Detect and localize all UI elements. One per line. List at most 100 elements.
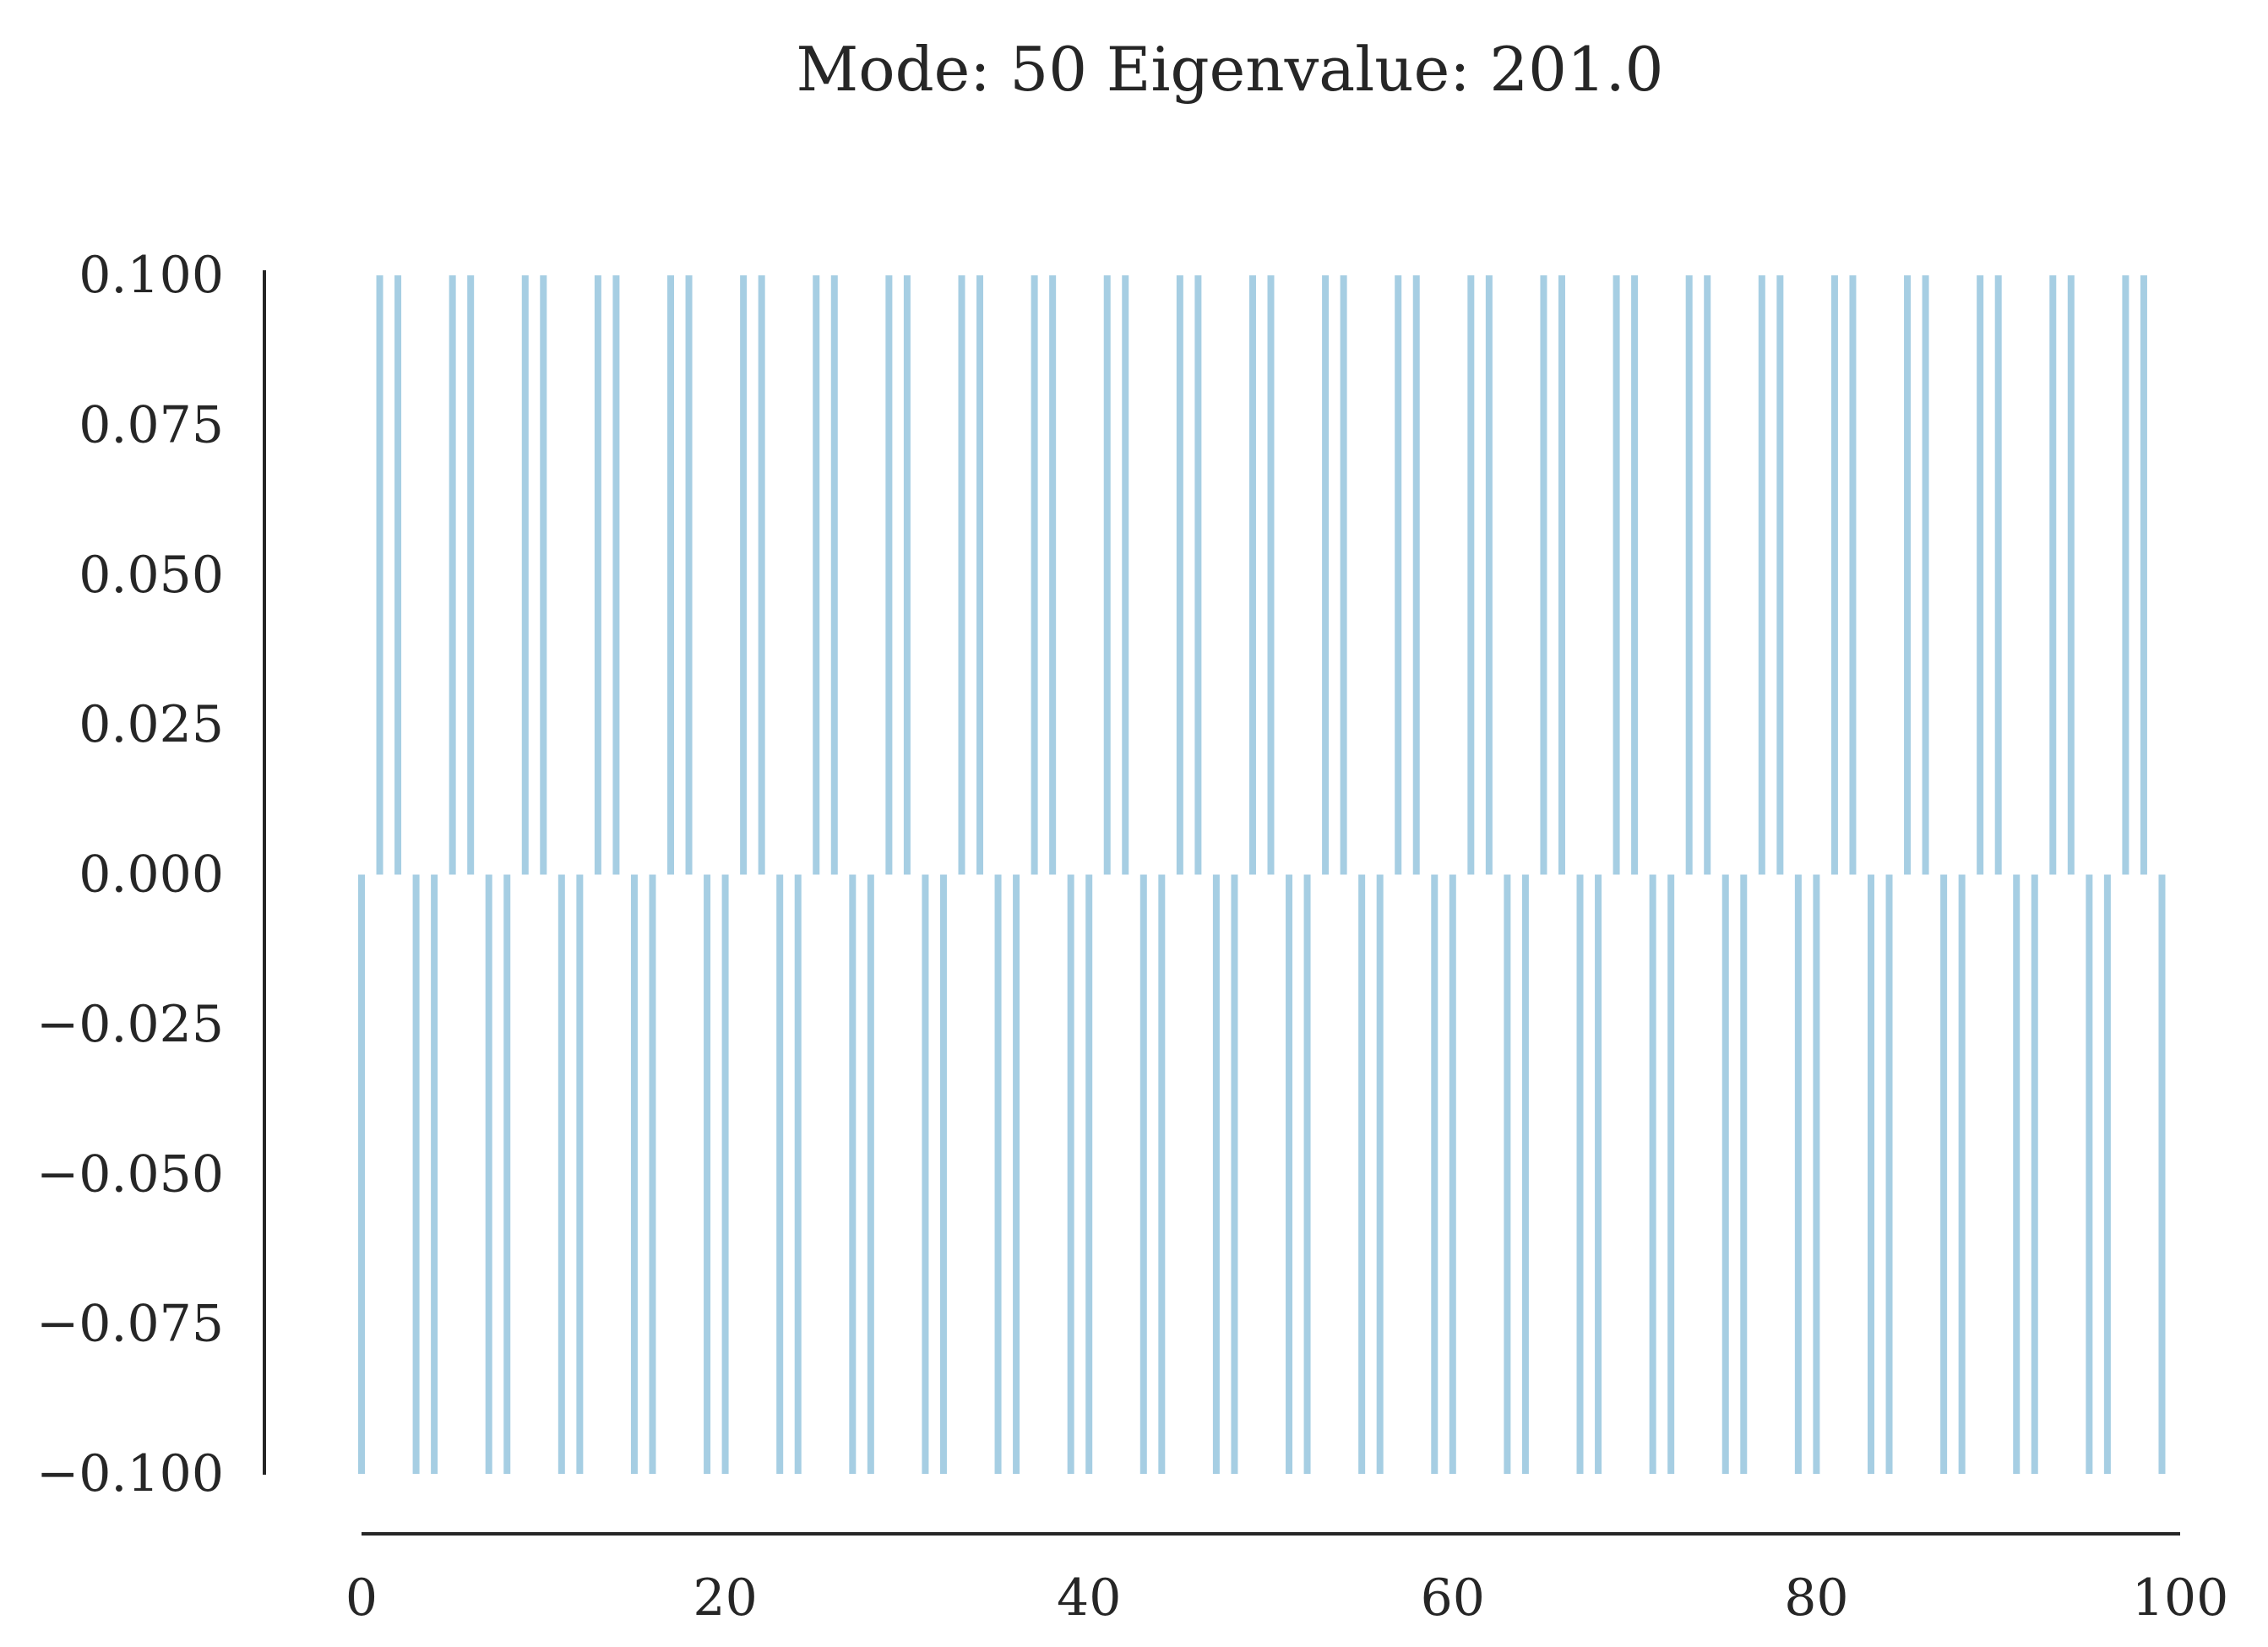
bar (1267, 275, 1275, 875)
bar (540, 275, 547, 875)
x-tick-labels: 0 20 40 60 80 100 (345, 1568, 2228, 1628)
bar (794, 874, 802, 1474)
bar (1704, 275, 1711, 875)
bar (1412, 275, 1420, 875)
bar (1340, 275, 1347, 875)
bar (431, 874, 438, 1474)
bar (1994, 275, 2002, 875)
bar (1504, 874, 1511, 1474)
bar (1449, 874, 1456, 1474)
bar (1940, 874, 1948, 1474)
bar (1431, 874, 1439, 1474)
bar (994, 874, 1002, 1474)
bar (1758, 275, 1765, 875)
bar (758, 275, 765, 875)
bar (449, 275, 456, 875)
bar (1122, 275, 1129, 875)
bar (1286, 874, 1293, 1474)
bar (903, 275, 911, 875)
y-tick-label: 0.050 (79, 546, 224, 605)
bar (1194, 275, 1202, 875)
bar (2013, 874, 2021, 1474)
bar (1467, 275, 1475, 875)
bar (485, 874, 492, 1474)
y-tick-labels: 0.100 0.075 0.050 0.025 0.000 −0.025 −0.050 −0.… (36, 246, 224, 1503)
bar (394, 275, 402, 875)
bar (412, 874, 420, 1474)
bar (1649, 874, 1656, 1474)
bar (594, 275, 601, 875)
bar (976, 275, 984, 875)
x-tick-label: 40 (1057, 1568, 1121, 1628)
y-tick-label: 0.000 (79, 845, 224, 905)
y-tick-label: −0.025 (36, 995, 224, 1054)
bar (721, 874, 729, 1474)
bar (1740, 874, 1748, 1474)
bar (1721, 874, 1729, 1474)
bar (1103, 275, 1111, 875)
bar (958, 275, 965, 875)
bar (704, 874, 711, 1474)
bar (813, 275, 820, 875)
bar (1540, 275, 1547, 875)
bar (557, 874, 565, 1474)
bar (1212, 874, 1220, 1474)
bar (376, 275, 383, 875)
bar (2103, 874, 2111, 1474)
y-tick-label: −0.050 (36, 1144, 224, 1204)
bar (2067, 275, 2075, 875)
bar (1849, 275, 1857, 875)
bar (1521, 874, 1529, 1474)
bar (1395, 275, 1402, 875)
bar (776, 874, 784, 1474)
bar (740, 275, 748, 875)
bar (1867, 874, 1874, 1474)
bar (1248, 275, 1256, 875)
bar (830, 275, 838, 875)
bar (630, 874, 638, 1474)
bar (1885, 874, 1893, 1474)
bar (467, 275, 475, 875)
bar (1485, 275, 1493, 875)
bar (1794, 874, 1802, 1474)
bar (2031, 874, 2038, 1474)
bar (1322, 275, 1330, 875)
bar (1139, 874, 1147, 1474)
y-tick-label: 0.025 (79, 695, 224, 754)
bar (685, 275, 693, 875)
x-tick-label: 100 (2132, 1568, 2229, 1628)
bar (2158, 874, 2166, 1474)
bar (649, 874, 656, 1474)
bar (1176, 275, 1183, 875)
bar (503, 874, 511, 1474)
x-tick-label: 0 (345, 1568, 378, 1628)
bar (939, 874, 947, 1474)
bar (1977, 275, 1984, 875)
bar (1231, 874, 1238, 1474)
bar (1576, 874, 1584, 1474)
bar (2140, 275, 2147, 875)
bar (1067, 874, 1074, 1474)
bar (922, 874, 929, 1474)
bar (2122, 275, 2129, 875)
bar (1776, 275, 1784, 875)
bar (1031, 275, 1038, 875)
bar (1303, 874, 1311, 1474)
bar (576, 874, 584, 1474)
x-tick-label: 80 (1784, 1568, 1848, 1628)
bar (1830, 275, 1838, 875)
bar (1376, 874, 1384, 1474)
y-tick-label: 0.075 (79, 395, 224, 454)
bar (1685, 275, 1693, 875)
bar (1558, 275, 1565, 875)
bar (1013, 874, 1020, 1474)
bar (2086, 874, 2093, 1474)
bars-group (358, 275, 2166, 1474)
bar (867, 874, 874, 1474)
chart-title: Mode: 50 Eigenvalue: 201.0 (797, 34, 1664, 105)
y-tick-label: 0.100 (79, 246, 224, 305)
y-tick-label: −0.075 (36, 1295, 224, 1354)
bar (1158, 874, 1166, 1474)
bar (1904, 275, 1912, 875)
bar (1613, 275, 1620, 875)
